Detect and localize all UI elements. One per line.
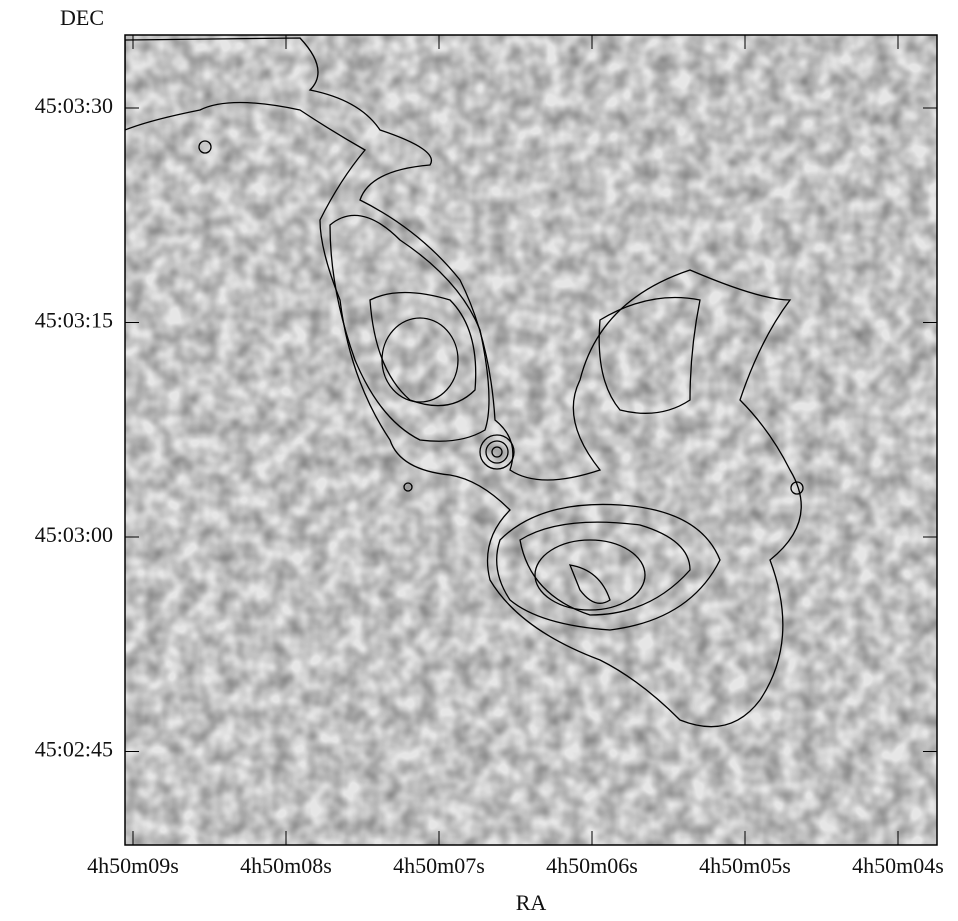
image (125, 35, 937, 845)
x-tick-label: 4h50m08s (240, 853, 332, 878)
x-axis-label: RA (516, 890, 547, 915)
x-tick-label: 4h50m07s (393, 853, 485, 878)
x-tick-label: 4h50m04s (852, 853, 944, 878)
x-tick-label: 4h50m06s (546, 853, 638, 878)
y-tick-label: 45:02:45 (35, 737, 113, 762)
ticks: 4h50m09s 4h50m08s 4h50m07s 4h50m06s 4h50m05s… (35, 35, 944, 878)
y-tick-label: 45:03:00 (35, 522, 113, 547)
frame (124, 34, 938, 846)
x-tick-label: 4h50m05s (699, 853, 791, 878)
y-tick-label: 45:03:30 (35, 93, 113, 118)
y-tick-label: 45:03:15 (35, 308, 113, 333)
x-tick-label: 4h50m09s (87, 853, 179, 878)
y-axis-label: DEC (60, 5, 104, 30)
